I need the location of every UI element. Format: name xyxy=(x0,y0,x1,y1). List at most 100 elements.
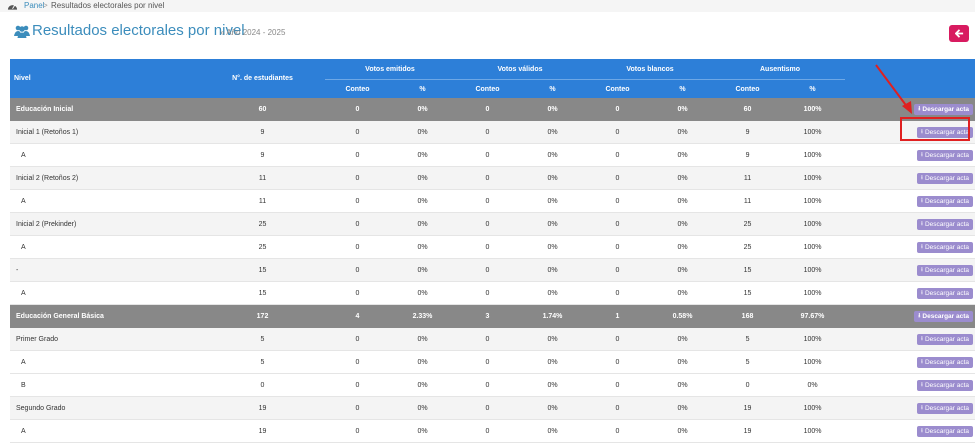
cell-v2: 0 xyxy=(455,212,520,236)
cell-students: 11 xyxy=(200,166,325,190)
table-row: Inicial 2 (Retoños 2) 11 0 0% 0 0% 0 0% 11 100% ⭳ D… xyxy=(10,166,975,190)
download-acta-button[interactable]: ⭳ Descargar acta xyxy=(916,379,974,391)
download-acta-button[interactable]: ⭳ Descargar acta xyxy=(916,195,974,207)
download-acta-button[interactable]: ⭳ Descargar acta xyxy=(916,149,974,161)
cell-level: A xyxy=(10,419,200,443)
cell-v3: 1 xyxy=(585,304,650,328)
cell-p1: 0% xyxy=(390,212,455,236)
cell-p1: 2.33% xyxy=(390,304,455,328)
header-level: Nivel xyxy=(10,59,200,98)
download-icon: ⭳ xyxy=(920,382,923,388)
download-acta-button[interactable]: ⭳ Descargar acta xyxy=(916,287,974,299)
download-acta-button[interactable]: ⭳ Descargar acta xyxy=(916,356,974,368)
cell-v3: 0 xyxy=(585,98,650,121)
cell-level: A xyxy=(10,350,200,374)
download-icon: ⭳ xyxy=(920,267,923,273)
cell-students: 9 xyxy=(200,120,325,144)
cell-students: 0 xyxy=(200,373,325,397)
cell-p4: 100% xyxy=(780,258,846,282)
download-acta-label: Descargar acta xyxy=(924,335,970,343)
download-icon: ⭳ xyxy=(920,198,923,204)
cell-v3: 0 xyxy=(585,235,650,259)
table-row: Segundo Grado 19 0 0% 0 0% 0 0% 19 100% ⭳ Descargar… xyxy=(10,396,975,420)
cell-p2: 0% xyxy=(520,327,585,351)
cell-v4: 5 xyxy=(715,327,781,351)
cell-p2: 0% xyxy=(520,373,585,397)
download-acta-button[interactable]: ⭳ Descargar acta xyxy=(916,218,974,230)
download-acta-label: Descargar acta xyxy=(922,312,970,320)
download-acta-button[interactable]: ⭳ Descargar acta xyxy=(916,333,974,345)
cell-p1: 0% xyxy=(390,98,455,121)
cell-p2: 0% xyxy=(520,235,585,259)
cell-p4: 100% xyxy=(780,212,846,236)
cell-actions: ⭳ Descargar acta xyxy=(845,235,975,259)
cell-level: A xyxy=(10,235,200,259)
download-acta-button[interactable]: ⭳ Descargar acta xyxy=(916,425,974,437)
cell-actions: ⭳ Descargar acta xyxy=(845,327,975,351)
cell-p3: 0% xyxy=(650,281,716,305)
cell-students: 19 xyxy=(200,419,325,443)
cell-v4: 11 xyxy=(715,189,781,213)
cell-students: 60 xyxy=(200,98,325,121)
cell-p3: 0% xyxy=(650,350,716,374)
cell-students: 25 xyxy=(200,235,325,259)
cell-p3: 0% xyxy=(650,143,716,167)
download-acta-label: Descargar acta xyxy=(924,243,970,251)
cell-level: Inicial 2 (Prekinder) xyxy=(10,212,200,236)
breadcrumb-current: Resultados electorales por nivel xyxy=(51,1,165,10)
cell-p1: 0% xyxy=(390,373,455,397)
download-acta-button[interactable]: ⭳ Descargar acta xyxy=(914,310,974,322)
download-acta-button[interactable]: ⭳ Descargar acta xyxy=(914,103,974,115)
arrow-left-icon xyxy=(954,29,963,38)
cell-v4: 0 xyxy=(715,373,781,397)
tachometer-icon xyxy=(7,4,18,10)
subheader-count: Conteo xyxy=(455,79,520,98)
download-acta-button[interactable]: ⭳ Descargar acta xyxy=(916,241,974,253)
table-row: A 11 0 0% 0 0% 0 0% 11 100% ⭳ Descargar acta xyxy=(10,189,975,213)
subheader-count: Conteo xyxy=(325,79,390,98)
cell-v3: 0 xyxy=(585,396,650,420)
cell-students: 9 xyxy=(200,143,325,167)
download-icon: ⭳ xyxy=(920,221,923,227)
results-table: Nivel N°. de estudiantes Votos emitidos … xyxy=(10,59,975,443)
download-acta-label: Descargar acta xyxy=(924,128,970,136)
cell-actions: ⭳ Descargar acta xyxy=(845,396,975,420)
cell-p4: 100% xyxy=(780,419,846,443)
cell-level: A xyxy=(10,189,200,213)
table-row: A 19 0 0% 0 0% 0 0% 19 100% ⭳ Descargar acta xyxy=(10,419,975,443)
cell-v4: 19 xyxy=(715,419,781,443)
cell-v3: 0 xyxy=(585,120,650,144)
subheader-percent: % xyxy=(650,79,716,98)
cell-p3: 0% xyxy=(650,235,716,259)
cell-v4: 5 xyxy=(715,350,781,374)
download-acta-button[interactable]: ⭳ Descargar acta xyxy=(916,126,974,138)
back-button[interactable] xyxy=(949,25,969,42)
cell-v1: 0 xyxy=(325,419,390,443)
cell-v2: 0 xyxy=(455,258,520,282)
cell-p2: 0% xyxy=(520,189,585,213)
header-ausentismo: Ausentismo xyxy=(715,59,846,80)
subheader-count: Conteo xyxy=(585,79,650,98)
download-acta-label: Descargar acta xyxy=(924,381,970,389)
cell-v1: 0 xyxy=(325,258,390,282)
cell-p4: 100% xyxy=(780,350,846,374)
cell-v4: 11 xyxy=(715,166,781,190)
cell-p2: 0% xyxy=(520,258,585,282)
cell-level: Segundo Grado xyxy=(10,396,200,420)
subheader-percent: % xyxy=(520,79,585,98)
cell-p2: 0% xyxy=(520,419,585,443)
download-acta-button[interactable]: ⭳ Descargar acta xyxy=(916,172,974,184)
subheader-percent: % xyxy=(780,79,846,98)
table-row: Inicial 1 (Retoños 1) 9 0 0% 0 0% 0 0% 9 100% ⭳ Des… xyxy=(10,120,975,144)
cell-p1: 0% xyxy=(390,350,455,374)
download-acta-button[interactable]: ⭳ Descargar acta xyxy=(916,264,974,276)
table-row: A 5 0 0% 0 0% 0 0% 5 100% ⭳ Descargar acta xyxy=(10,350,975,374)
breadcrumb-home-link[interactable]: Panel xyxy=(24,1,45,10)
download-icon: ⭳ xyxy=(920,359,923,365)
annotation-arrow xyxy=(875,64,912,114)
cell-p2: 0% xyxy=(520,166,585,190)
cell-p2: 0% xyxy=(520,98,585,121)
download-acta-button[interactable]: ⭳ Descargar acta xyxy=(916,402,974,414)
cell-p1: 0% xyxy=(390,396,455,420)
cell-p4: 100% xyxy=(780,189,846,213)
